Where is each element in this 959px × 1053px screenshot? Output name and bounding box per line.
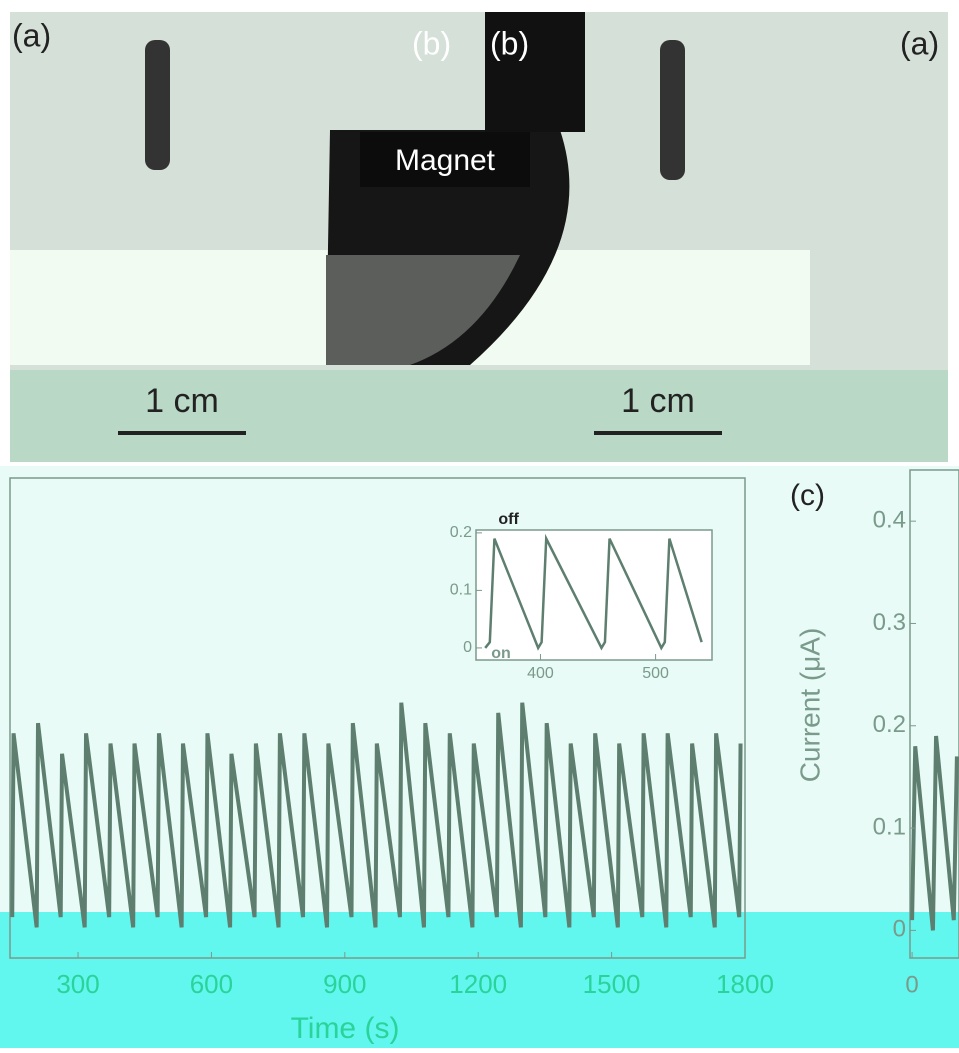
x-tick-label: 600: [190, 969, 233, 999]
page: (a) (b) (b) (a) Magnet 1 cm 1 cm 300 600 9…: [0, 0, 959, 1048]
y-tick-label: 0.1: [450, 582, 472, 599]
tip: [145, 40, 170, 170]
figure: (a) (b) (b) (a) Magnet 1 cm 1 cm 300 600 9…: [0, 0, 959, 1048]
panel-label: (b): [412, 25, 451, 61]
x-tick-label: 500: [642, 665, 669, 682]
x-tick-label: 400: [527, 665, 554, 682]
inset-background: [476, 530, 712, 660]
x-tick-label: 1800: [716, 969, 774, 999]
x-axis-label: Time (s): [291, 1012, 400, 1045]
magnet-label: Magnet: [395, 144, 496, 177]
y-axis-label: Current (μA): [794, 628, 825, 783]
x-tick-label: 0: [905, 971, 918, 998]
annotation: on: [491, 645, 511, 662]
photo-panels: (a) (b) (b) (a) Magnet 1 cm 1 cm: [10, 12, 948, 462]
panel-label: (a): [12, 17, 51, 53]
x-tick-label: 900: [323, 969, 366, 999]
y-tick-label: 0.4: [873, 506, 906, 533]
y-tick-label: 0: [893, 916, 906, 943]
chart: 400 500 0 0.1 0.2 off on: [450, 511, 712, 682]
scale-label: 1 cm: [621, 382, 695, 420]
x-tick-label: 300: [56, 969, 99, 999]
panel-label: (c): [790, 479, 825, 512]
panel-label: (b): [490, 25, 529, 61]
tip: [660, 40, 685, 180]
scale-label: 1 cm: [145, 382, 219, 420]
y-tick-label: 0.3: [873, 609, 906, 636]
y-tick-label: 0.1: [873, 813, 906, 840]
x-tick-label: 1200: [449, 969, 507, 999]
y-tick-label: 0.2: [450, 524, 472, 541]
y-tick-label: 0: [463, 639, 472, 656]
annotation: off: [498, 511, 519, 528]
x-tick-label: 1500: [583, 969, 641, 999]
y-tick-label: 0.2: [873, 711, 906, 738]
panel-label: (a): [900, 25, 939, 61]
